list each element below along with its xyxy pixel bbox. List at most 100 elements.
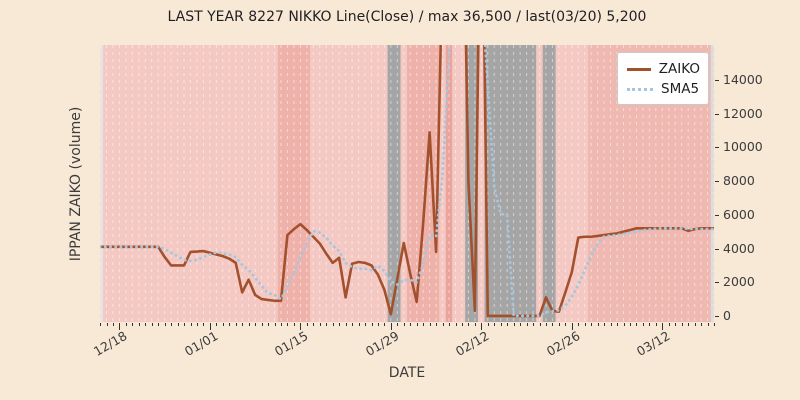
x-minor-tick (597, 323, 599, 326)
x-minor-tick (655, 323, 657, 326)
background-band (484, 45, 537, 322)
x-tick-label: 01/29 (362, 328, 402, 360)
x-tick-label: 01/01 (181, 328, 221, 360)
x-minor-tick (345, 323, 347, 326)
x-minor-tick (306, 323, 308, 326)
y-tick (715, 113, 719, 115)
y-tick-label: 0 (723, 307, 731, 323)
x-minor-tick (319, 323, 321, 326)
x-major-tick (390, 323, 392, 330)
x-minor-tick (326, 323, 328, 326)
x-minor-tick (442, 323, 444, 326)
background-band (445, 45, 453, 322)
background-band (387, 45, 401, 322)
x-minor-tick (584, 323, 586, 326)
x-minor-tick (222, 323, 224, 326)
x-minor-tick (436, 323, 438, 326)
y-tick-label: 4000 (723, 240, 755, 256)
x-minor-tick (688, 323, 690, 326)
y-tick-label: 14000 (723, 72, 763, 88)
x-tick-label: 03/12 (634, 328, 673, 360)
x-minor-tick (216, 323, 218, 326)
x-minor-tick (707, 323, 709, 326)
x-minor-tick (339, 323, 341, 326)
x-minor-tick (694, 323, 696, 326)
x-minor-tick (675, 323, 677, 326)
background-band (452, 45, 466, 322)
legend-item-sma5: SMA5 (627, 80, 700, 98)
x-major-tick (481, 323, 483, 330)
x-minor-tick (558, 323, 560, 326)
y-tick (715, 147, 719, 149)
x-minor-tick (642, 323, 644, 326)
x-minor-tick (287, 323, 289, 326)
x-minor-tick (313, 323, 315, 326)
x-minor-tick (125, 323, 127, 326)
y-tick-label: 6000 (723, 206, 755, 222)
x-minor-tick (403, 323, 405, 326)
x-minor-tick (410, 323, 412, 326)
x-minor-tick (604, 323, 606, 326)
sma5-line (100, 45, 714, 318)
x-minor-tick (261, 323, 263, 326)
x-minor-tick (623, 323, 625, 326)
x-minor-tick (377, 323, 379, 326)
sma5-line-swatch (627, 87, 653, 91)
x-minor-tick (546, 323, 547, 326)
background-band (100, 45, 104, 322)
x-minor-tick (533, 323, 534, 326)
x-minor-tick (268, 323, 269, 326)
x-minor-tick (255, 323, 257, 326)
x-minor-tick (630, 323, 631, 326)
x-minor-tick (248, 323, 250, 326)
legend-label-zaiko: ZAIKO (658, 61, 700, 77)
x-minor-tick (507, 323, 509, 326)
legend: ZAIKO SMA5 (617, 52, 709, 105)
x-minor-tick (281, 323, 282, 326)
x-minor-tick (714, 323, 715, 326)
x-minor-tick (636, 323, 638, 326)
y-tick (715, 315, 719, 317)
x-tick-label: 01/15 (272, 328, 311, 360)
x-minor-tick (371, 323, 373, 326)
x-minor-tick (112, 323, 114, 326)
legend-item-zaiko: ZAIKO (627, 60, 700, 78)
background-band (555, 45, 588, 322)
x-minor-tick (500, 323, 502, 326)
x-minor-tick (539, 323, 541, 326)
chart-canvas (100, 45, 714, 322)
background-band (478, 45, 485, 322)
y-axis-label: IPPAN ZAIKO (volume) (68, 106, 84, 262)
x-minor-tick (106, 323, 108, 326)
x-minor-tick (352, 323, 354, 326)
zaiko-line (100, 45, 714, 318)
x-minor-tick (429, 323, 431, 326)
x-minor-tick (449, 323, 450, 326)
x-minor-tick (242, 323, 244, 326)
x-minor-tick (668, 323, 670, 326)
x-major-tick (662, 323, 664, 330)
x-major-tick (119, 323, 121, 330)
x-minor-tick (610, 323, 612, 326)
x-minor-tick (423, 323, 425, 326)
x-minor-tick (171, 323, 173, 326)
x-minor-tick (177, 323, 179, 326)
x-minor-tick (100, 323, 101, 326)
x-minor-tick (365, 323, 366, 326)
x-minor-tick (164, 323, 166, 326)
legend-label-sma5: SMA5 (661, 81, 700, 97)
x-minor-tick (468, 323, 470, 326)
x-minor-tick (235, 323, 237, 326)
y-tick (715, 80, 719, 81)
x-tick-label: 02/26 (543, 328, 583, 360)
x-minor-tick (649, 323, 651, 326)
background-band (542, 45, 556, 322)
background-band (400, 45, 407, 322)
background-band (103, 45, 278, 322)
y-tick (715, 248, 719, 250)
zaiko-line-swatch (627, 67, 651, 71)
x-minor-tick (617, 323, 619, 326)
x-minor-tick (474, 323, 476, 326)
x-tick-label: 02/12 (453, 328, 492, 360)
